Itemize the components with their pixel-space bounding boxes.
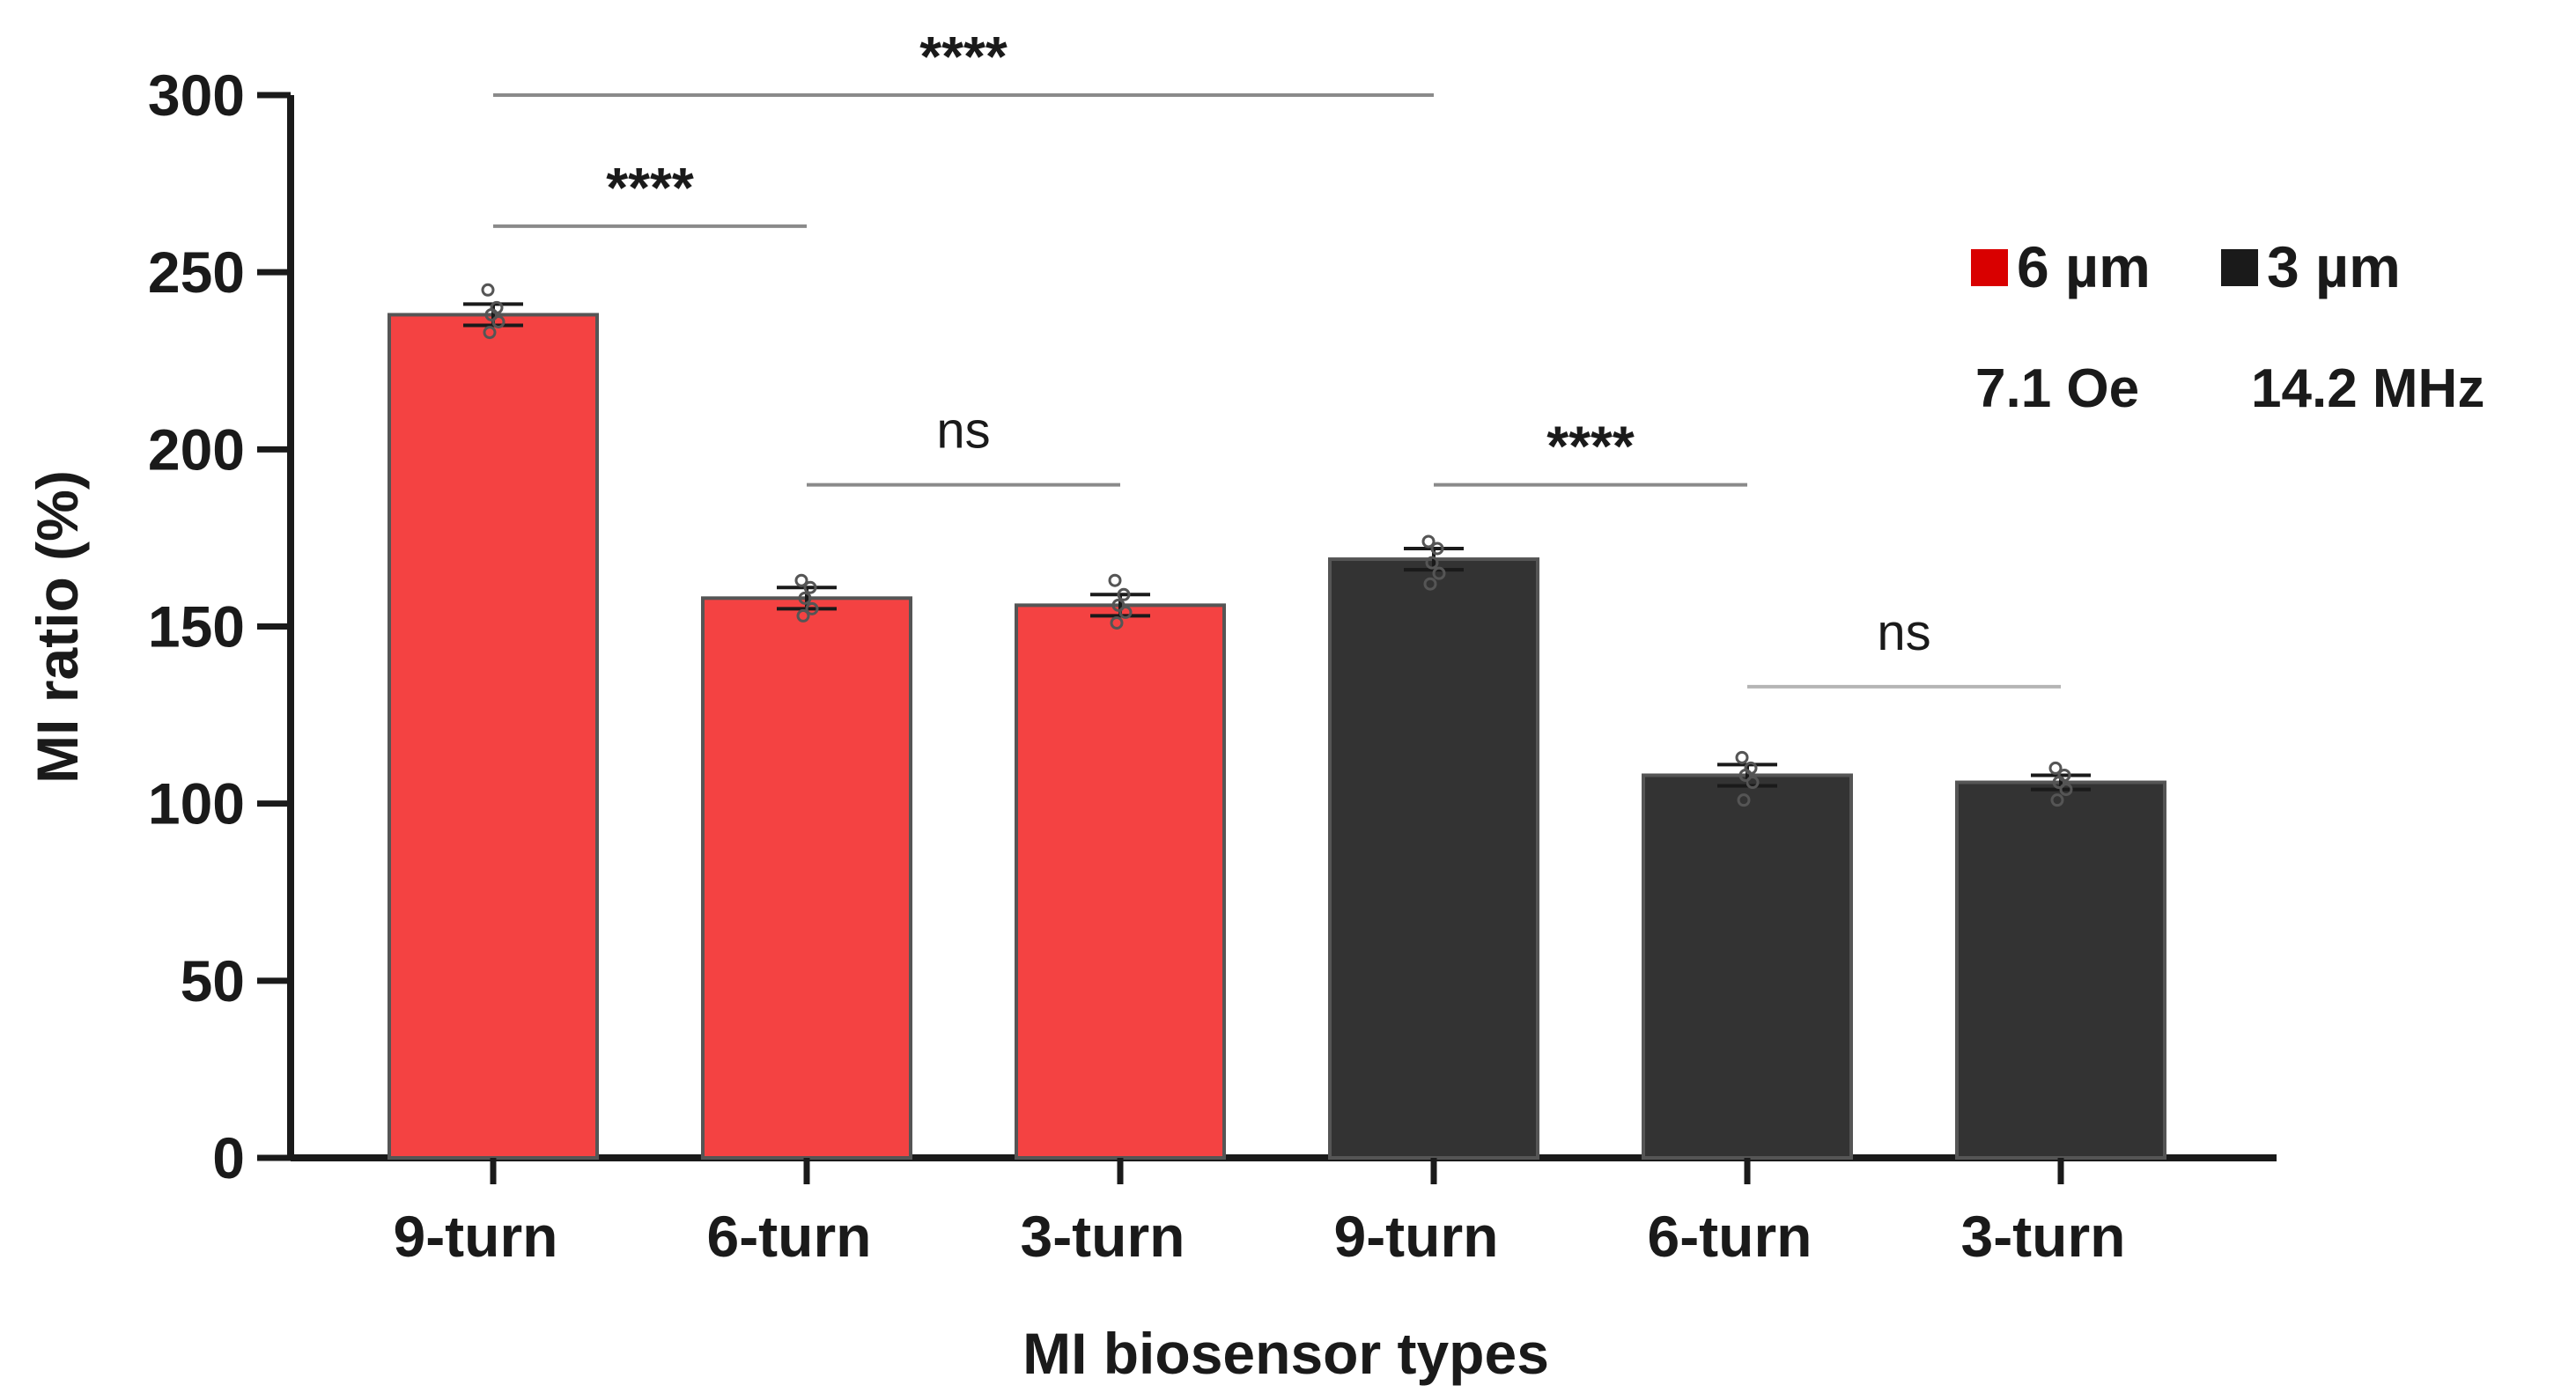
data-point [1738, 768, 1753, 782]
measurement-conditions: 7.1 Oe 14.2 MHz [1975, 358, 2484, 419]
data-point [1118, 605, 1133, 619]
y-tick-label: 150 [148, 594, 245, 659]
x-tick-label: 3-turn [1961, 1204, 2126, 1269]
data-point [796, 608, 810, 623]
data-point [1117, 587, 1131, 601]
data-point [2052, 776, 2066, 790]
y-tick-label: 100 [148, 771, 245, 836]
data-point [1425, 556, 1439, 570]
x-tick-label: 9-turn [1334, 1204, 1499, 1269]
x-tick-label: 6-turn [707, 1204, 872, 1269]
significance-annotations: **** **** ns **** ns [493, 25, 2061, 689]
x-tick-label: 6-turn [1648, 1204, 1812, 1269]
field-strength-label: 7.1 Oe [1975, 358, 2139, 419]
data-point [803, 580, 817, 594]
legend-swatch-3um [2221, 249, 2258, 286]
y-tick-label: 250 [148, 239, 245, 305]
frequency-label: 14.2 MHz [2251, 358, 2484, 419]
x-tick-label: 9-turn [394, 1204, 558, 1269]
bar [1328, 557, 1539, 1160]
data-point [481, 283, 495, 297]
data-point [1108, 573, 1122, 587]
data-point [1421, 534, 1436, 549]
bar [388, 313, 599, 1160]
legend-label-6um: 6 µm [2017, 234, 2151, 299]
y-axis-ticks: 0 50 100 150 200 250 300 [148, 63, 291, 1190]
bar [701, 596, 912, 1160]
bars [388, 313, 2166, 1160]
significance-label: ns [1877, 604, 1930, 661]
y-tick-label: 300 [148, 63, 245, 128]
significance-label: **** [919, 25, 1008, 88]
bar [1642, 773, 1853, 1160]
data-point [1430, 542, 1444, 556]
y-tick-label: 50 [181, 948, 245, 1013]
legend: 6 µm 3 µm [1971, 234, 2401, 299]
data-point [491, 314, 506, 328]
data-point [805, 601, 819, 615]
data-point [2048, 761, 2063, 775]
data-point [2050, 793, 2064, 807]
data-point [1423, 577, 1437, 591]
x-axis-title: MI biosensor types [1022, 1321, 1549, 1386]
significance-label: **** [1546, 415, 1635, 478]
data-point [1110, 615, 1124, 630]
significance-label: ns [936, 402, 990, 460]
data-point [1737, 793, 1751, 807]
data-point [1735, 750, 1749, 764]
bar [1015, 603, 1226, 1160]
data-point [1432, 566, 1446, 580]
significance-label: **** [606, 156, 694, 219]
x-tick-label: 3-turn [1021, 1204, 1185, 1269]
y-tick-label: 200 [148, 416, 245, 482]
y-axis-title: MI ratio (%) [25, 470, 90, 784]
data-point [794, 573, 808, 587]
legend-label-3um: 3 µm [2267, 234, 2401, 299]
data-point [1111, 598, 1126, 612]
data-point [798, 591, 812, 605]
bar [1955, 780, 2166, 1160]
data-points [481, 283, 2073, 807]
legend-swatch-6um [1971, 249, 2008, 286]
y-tick-label: 0 [212, 1125, 245, 1190]
x-axis-ticks: 9-turn 6-turn 3-turn 9-turn 6-turn 3-turn [394, 1158, 2126, 1269]
data-point [484, 307, 498, 321]
data-point [1746, 776, 1760, 790]
data-point [483, 326, 497, 340]
data-point [2059, 783, 2073, 797]
